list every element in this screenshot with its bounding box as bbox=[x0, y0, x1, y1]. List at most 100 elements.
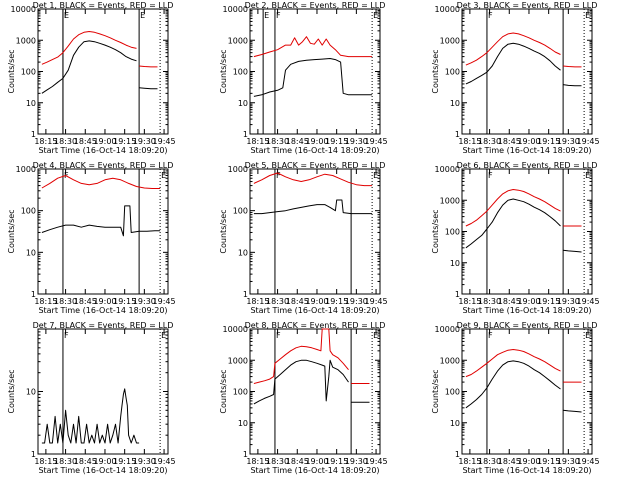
series-events-line bbox=[563, 84, 582, 87]
series-lld-line bbox=[253, 172, 373, 187]
x-axis-label: Start Time (16-Oct-14 18:09:20) bbox=[38, 146, 167, 155]
y-tick-label: 10000 bbox=[435, 325, 460, 334]
x-tick-label: 18:15 bbox=[458, 297, 481, 306]
panel-det-4: Det 4, BLACK = Events, RED = LLD 1 10 100 10… bbox=[7, 161, 176, 315]
y-axis-label: Counts/sec bbox=[7, 209, 16, 253]
x-tick-label: 18:15 bbox=[34, 137, 57, 146]
y-tick-label: 10 bbox=[450, 419, 460, 428]
x-tick-label: 19:15 bbox=[537, 297, 560, 306]
series-events-line bbox=[563, 409, 582, 413]
time-marker-label: E bbox=[64, 11, 69, 20]
time-marker-label: F bbox=[276, 331, 281, 340]
x-tick-label: 19:00 bbox=[517, 457, 540, 466]
x-tick-label: 19:00 bbox=[305, 457, 328, 466]
x-tick-label: 18:15 bbox=[34, 297, 57, 306]
time-marker-label: F bbox=[488, 171, 493, 180]
panel-title: Det 4, BLACK = Events, RED = LLD bbox=[33, 161, 174, 170]
y-tick-label: 1000 bbox=[228, 165, 248, 174]
x-tick-label: 18:45 bbox=[498, 137, 521, 146]
x-tick-label: 19:15 bbox=[325, 457, 348, 466]
y-tick-label: 100 bbox=[445, 228, 460, 237]
y-tick-label: 1 bbox=[243, 450, 248, 459]
y-tick-label: 10000 bbox=[11, 5, 36, 14]
x-tick-label: 19:45 bbox=[577, 137, 600, 146]
x-tick-label: 18:45 bbox=[74, 457, 97, 466]
x-tick-label: 18:15 bbox=[458, 457, 481, 466]
series-lld-line bbox=[253, 328, 349, 384]
y-tick-label: 10 bbox=[238, 248, 248, 257]
x-tick-label: 18:15 bbox=[246, 297, 269, 306]
panel-det-5: Det 5, BLACK = Events, RED = LLD 1 10 100 10… bbox=[219, 161, 388, 315]
x-tick-label: 19:45 bbox=[577, 457, 600, 466]
x-tick-label: 19:00 bbox=[305, 137, 328, 146]
time-marker-label: E bbox=[161, 331, 166, 340]
x-tick-label: 19:45 bbox=[153, 457, 176, 466]
x-tick-label: 18:30 bbox=[54, 297, 77, 306]
x-tick-label: 19:45 bbox=[365, 137, 388, 146]
panel-det-9: Det 9, BLACK = Events, RED = LLD 1 10 100 10… bbox=[431, 321, 600, 475]
x-tick-label: 18:45 bbox=[498, 297, 521, 306]
x-tick-label: 19:00 bbox=[93, 457, 116, 466]
plot-frame bbox=[37, 168, 169, 295]
x-tick-label: 19:30 bbox=[345, 457, 368, 466]
x-tick-label: 18:30 bbox=[54, 457, 77, 466]
time-marker-label: E bbox=[140, 11, 145, 20]
y-tick-label: 1 bbox=[243, 290, 248, 299]
x-tick-label: 19:45 bbox=[153, 137, 176, 146]
y-tick-label: 10000 bbox=[435, 5, 460, 14]
x-tick-label: 19:30 bbox=[133, 457, 156, 466]
series-lld-line bbox=[41, 175, 161, 189]
panel-det-8: Det 8, BLACK = Events, RED = LLD 1 10 100 10… bbox=[219, 321, 388, 475]
y-axis-label: Counts/sec bbox=[219, 369, 228, 413]
time-marker-label: F bbox=[276, 11, 281, 20]
y-tick-label: 10 bbox=[450, 259, 460, 268]
time-marker-label: F bbox=[276, 171, 281, 180]
series-events-line bbox=[41, 388, 140, 444]
panel-title: Det 3, BLACK = Events, RED = LLD bbox=[457, 1, 598, 10]
x-tick-label: 19:00 bbox=[517, 297, 540, 306]
y-tick-label: 10 bbox=[26, 99, 36, 108]
y-tick-label: 10 bbox=[450, 99, 460, 108]
y-axis-label: Counts/sec bbox=[219, 49, 228, 93]
x-axis-label: Start Time (16-Oct-14 18:09:20) bbox=[462, 146, 591, 155]
time-marker-label: E bbox=[373, 171, 378, 180]
y-tick-label: 10 bbox=[26, 248, 36, 257]
time-marker-label: F bbox=[64, 11, 69, 20]
x-tick-label: 18:30 bbox=[266, 457, 289, 466]
x-tick-label: 19:30 bbox=[557, 297, 580, 306]
x-axis-label: Start Time (16-Oct-14 18:09:20) bbox=[462, 466, 591, 475]
x-tick-label: 19:15 bbox=[113, 297, 136, 306]
y-tick-label: 10000 bbox=[223, 325, 248, 334]
panel-title: Det 8, BLACK = Events, RED = LLD bbox=[245, 321, 386, 330]
x-tick-label: 19:00 bbox=[93, 297, 116, 306]
y-tick-label: 100 bbox=[21, 68, 36, 77]
x-axis-label: Start Time (16-Oct-14 18:09:20) bbox=[250, 146, 379, 155]
panel-title: Det 1, BLACK = Events, RED = LLD bbox=[33, 1, 174, 10]
series-lld-line bbox=[41, 31, 137, 65]
y-tick-label: 100 bbox=[445, 68, 460, 77]
x-axis-label: Start Time (16-Oct-14 18:09:20) bbox=[250, 306, 379, 315]
panel-title: Det 6, BLACK = Events, RED = LLD bbox=[457, 161, 598, 170]
x-tick-label: 19:30 bbox=[557, 137, 580, 146]
time-marker-label: F bbox=[488, 331, 493, 340]
x-tick-label: 18:15 bbox=[246, 137, 269, 146]
series-events-line bbox=[253, 199, 373, 215]
x-tick-label: 18:30 bbox=[54, 137, 77, 146]
y-tick-label: 10 bbox=[238, 419, 248, 428]
time-marker-label: E bbox=[373, 11, 378, 20]
plot-frame bbox=[461, 328, 593, 455]
time-marker-label: E bbox=[161, 171, 166, 180]
y-tick-label: 100 bbox=[233, 207, 248, 216]
x-tick-label: 19:30 bbox=[133, 137, 156, 146]
x-tick-label: 19:00 bbox=[517, 137, 540, 146]
y-axis-label: Counts/sec bbox=[431, 49, 440, 93]
y-tick-label: 1 bbox=[243, 130, 248, 139]
series-lld-line bbox=[139, 65, 158, 68]
time-marker-label: F bbox=[488, 11, 493, 20]
y-tick-label: 1000 bbox=[228, 36, 248, 45]
time-marker-label: E bbox=[585, 11, 590, 20]
x-axis-label: Start Time (16-Oct-14 18:09:20) bbox=[38, 306, 167, 315]
y-tick-label: 1 bbox=[455, 130, 460, 139]
y-tick-label: 1000 bbox=[16, 36, 36, 45]
